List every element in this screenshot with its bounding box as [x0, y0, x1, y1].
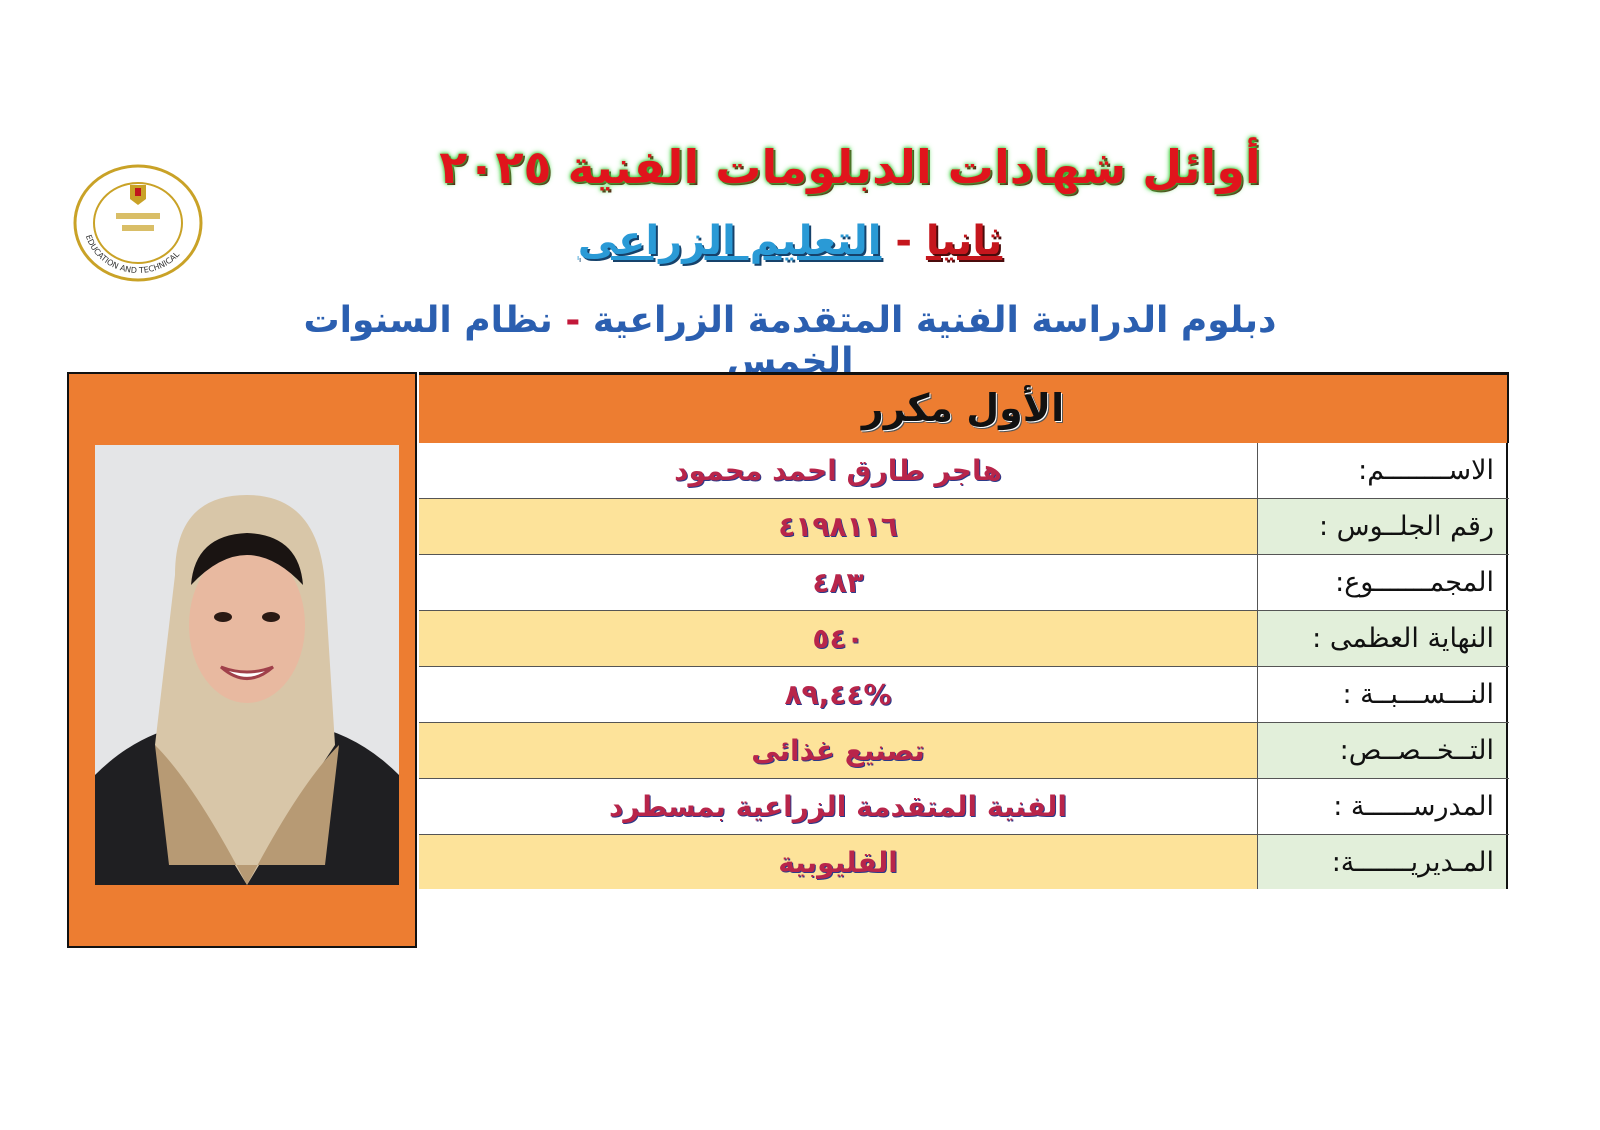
name-value: هاجر طارق احمد محمود	[419, 443, 1258, 498]
school-label: المدرســــــة :	[1258, 779, 1508, 834]
directorate-label: المـديريـــــــة:	[1258, 835, 1508, 889]
specialization-label: التــخــصــص:	[1258, 723, 1508, 778]
info-table: هاجر طارق احمد محمود الاســــــــم: ٤١٩٨…	[419, 443, 1509, 889]
total-value: ٤٨٣	[419, 555, 1258, 610]
program-title: دبلوم الدراسة الفنية المتقدمة الزراعية -…	[240, 300, 1340, 382]
directorate-value: القليوبية	[419, 835, 1258, 889]
section-name: التعليم الزراعى	[577, 218, 882, 264]
section-dash: -	[895, 218, 912, 264]
program-part2: نظام السنوات الخمس	[303, 300, 854, 382]
percentage-label: النـــســـبــة :	[1258, 667, 1508, 722]
table-row-max-score: ٥٤٠ النهاية العظمى :	[419, 611, 1509, 667]
section-title: ثانيا - التعليم الزراعى	[400, 218, 1180, 264]
name-label: الاســــــــم:	[1258, 443, 1508, 498]
student-photo	[95, 445, 399, 885]
page-title: أوائل شهادات الدبلومات الفنية ٢٠٢٥	[439, 140, 1261, 194]
table-row-specialization: تصنيع غذائى التــخــصــص:	[419, 723, 1509, 779]
table-row-total: ٤٨٣ المجمـــــــوع:	[419, 555, 1509, 611]
total-label: المجمـــــــوع:	[1258, 555, 1508, 610]
program-dash: -	[565, 300, 581, 341]
school-value: الفنية المتقدمة الزراعية بمسطرد	[419, 779, 1258, 834]
specialization-value: تصنيع غذائى	[419, 723, 1258, 778]
table-row-percentage: %٨٩,٤٤ النـــســـبــة :	[419, 667, 1509, 723]
table-row-school: الفنية المتقدمة الزراعية بمسطرد المدرســ…	[419, 779, 1509, 835]
seat-number-value: ٤١٩٨١١٦	[419, 499, 1258, 554]
table-row-seat-number: ٤١٩٨١١٦ رقم الجلــوس :	[419, 499, 1509, 555]
max-score-value: ٥٤٠	[419, 611, 1258, 666]
rank-header: الأول مكرر	[419, 372, 1509, 443]
table-row-name: هاجر طارق احمد محمود الاســــــــم:	[419, 443, 1509, 499]
section-prefix: ثانيا	[925, 218, 1003, 264]
percentage-value: %٨٩,٤٤	[419, 667, 1258, 722]
seat-number-label: رقم الجلــوس :	[1258, 499, 1508, 554]
table-row-directorate: القليوبية المـديريـــــــة:	[419, 835, 1509, 889]
program-part1-a: دبلوم الدراسة الفنية المتقدمة الزراعية	[592, 300, 1277, 341]
max-score-label: النهاية العظمى :	[1258, 611, 1508, 666]
ministry-logo: EDUCATION AND TECHNICAL	[72, 163, 204, 283]
